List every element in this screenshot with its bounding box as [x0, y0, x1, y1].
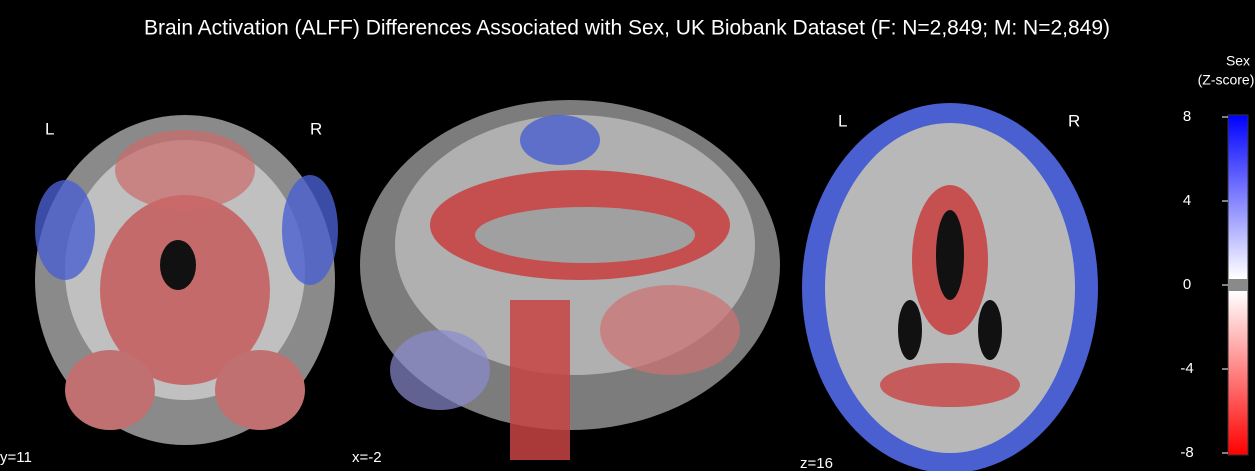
- colorbar-tick-label: 8: [1183, 108, 1191, 125]
- right-label: R: [1068, 111, 1080, 130]
- slice-label: y=11: [0, 449, 32, 466]
- colorbar-tick-label: -4: [1180, 360, 1193, 377]
- slice-label: z=16: [800, 455, 833, 471]
- colorbar-tick-label: -8: [1180, 444, 1193, 461]
- sagittal-slice: [360, 100, 780, 460]
- colorbar-label: Sex: [1226, 53, 1250, 69]
- colorbar-zero-band: [1228, 279, 1248, 291]
- colorbar-label: (Z-score): [1198, 72, 1255, 88]
- right-label: R: [310, 119, 322, 138]
- colorbar-tick-label: 4: [1183, 192, 1191, 209]
- coronal-slice: [35, 115, 338, 445]
- left-label: L: [45, 119, 54, 138]
- slice-label: x=-2: [352, 449, 382, 466]
- title: Brain Activation (ALFF) Differences Asso…: [144, 17, 1110, 40]
- axial-slice: [802, 103, 1098, 471]
- colorbar-tick-label: 0: [1183, 276, 1191, 293]
- left-label: L: [838, 111, 847, 130]
